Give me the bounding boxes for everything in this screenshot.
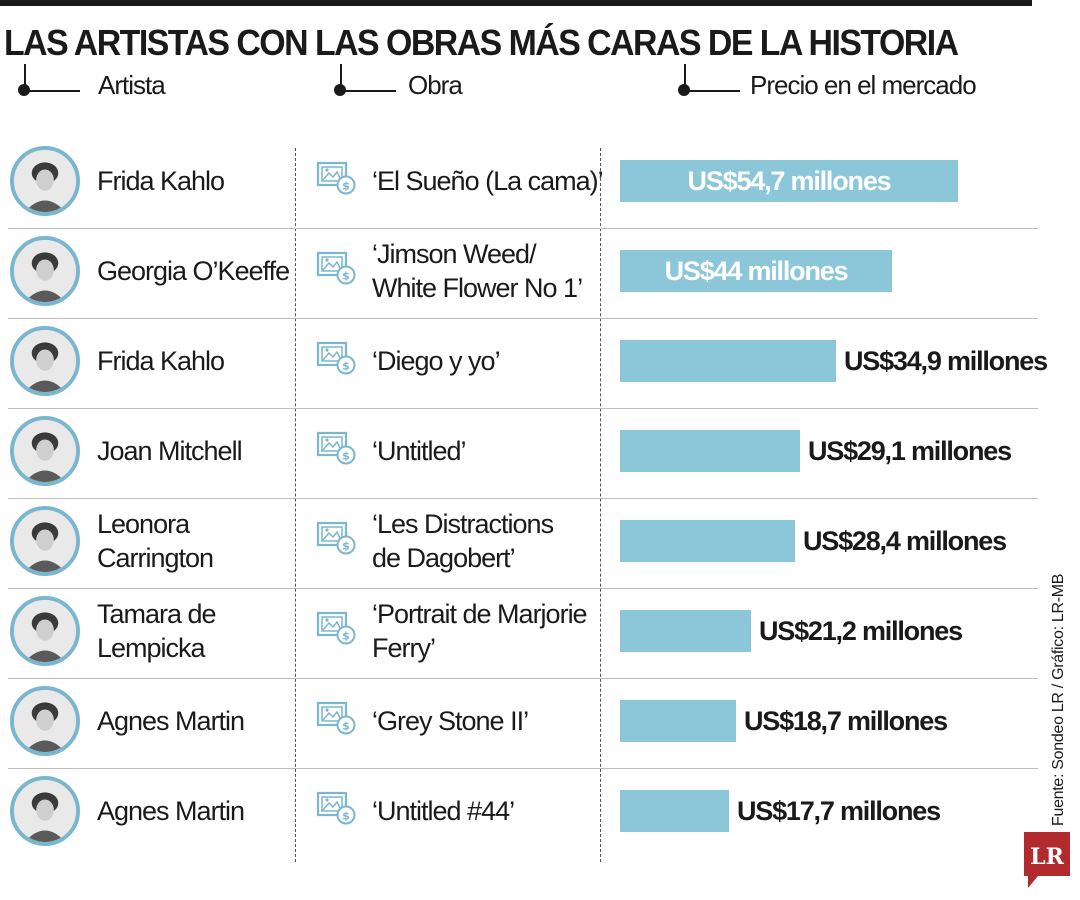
row-separator [8, 768, 1038, 769]
price-column-header: Precio en el mercado [750, 70, 977, 100]
artist-name: Joan Mitchell [97, 436, 243, 466]
artist-portrait-avatar [10, 416, 80, 486]
artist-column-header: Artista [98, 70, 166, 100]
row-separator [8, 228, 1038, 229]
framed-painting-price-icon: $ [316, 249, 356, 285]
artist-portrait-avatar [10, 596, 80, 666]
price-label: US$34,9 millones [844, 346, 1048, 376]
svg-text:$: $ [342, 360, 350, 373]
artwork-title: ‘Les Distractions de Dagobert’ [372, 509, 554, 573]
price-bar [620, 610, 751, 652]
artwork-title: ‘Untitled #44’ [372, 796, 515, 826]
price-bar [620, 430, 800, 472]
artist-name: Agnes Martin [97, 706, 245, 736]
artist-name: Agnes Martin [97, 796, 245, 826]
price-bar [620, 340, 836, 382]
svg-text:LR: LR [1030, 844, 1064, 870]
artwork-title: ‘Portrait de Marjorie Ferry’ [372, 599, 588, 663]
artist-portrait-avatar [10, 236, 80, 306]
work-column-header: Obra [408, 70, 463, 100]
artist-name: Leonora Carrington [97, 509, 214, 573]
framed-painting-price-icon: $ [316, 699, 356, 735]
artist-name: Georgia O’Keeffe [97, 256, 290, 286]
artist-portrait-avatar [10, 326, 80, 396]
top-rule [0, 0, 1032, 6]
source-note: Fuente: Sondeo LR / Gráfico: LR-MB [1050, 573, 1067, 826]
price-label: US$54,7 millones [687, 166, 892, 196]
artist-name: Frida Kahlo [97, 166, 225, 196]
svg-text:$: $ [342, 450, 350, 463]
svg-text:$: $ [342, 540, 350, 553]
svg-text:$: $ [342, 270, 350, 283]
artwork-title: ‘Untitled’ [372, 436, 467, 466]
column-divider-2 [600, 148, 601, 862]
row-separator [8, 408, 1038, 409]
price-label: US$18,7 millones [744, 706, 948, 736]
svg-text:$: $ [342, 720, 350, 733]
artist-name: Tamara de Lempicka [97, 599, 217, 663]
framed-painting-price-icon: $ [316, 609, 356, 645]
artist-portrait-avatar [10, 146, 80, 216]
artwork-title: ‘El Sueño (La cama)’ [372, 166, 604, 196]
column-divider-1 [295, 148, 296, 862]
price-label: US$28,4 millones [803, 526, 1007, 556]
artist-name: Frida Kahlo [97, 346, 225, 376]
price-label: US$21,2 millones [759, 616, 963, 646]
artwork-title: ‘Grey Stone II’ [372, 706, 529, 736]
framed-painting-price-icon: $ [316, 159, 356, 195]
row-separator [8, 678, 1038, 679]
framed-painting-price-icon: $ [316, 519, 356, 555]
framed-painting-price-icon: $ [316, 429, 356, 465]
artwork-title: ‘Diego y yo’ [372, 346, 501, 376]
row-separator [8, 498, 1038, 499]
price-bar [620, 250, 892, 292]
row-separator [8, 318, 1038, 319]
chart-title: LAS ARTISTAS CON LAS OBRAS MÁS CARAS DE … [4, 22, 959, 63]
artist-portrait-avatar [10, 686, 80, 756]
price-bar [620, 520, 795, 562]
row-separator [8, 588, 1038, 589]
lr-logo: LR [1024, 832, 1070, 888]
price-label: US$17,7 millones [737, 796, 941, 826]
price-bar [620, 700, 736, 742]
framed-painting-price-icon: $ [316, 339, 356, 375]
svg-text:$: $ [342, 810, 350, 823]
artwork-title: ‘Jimson Weed/ White Flower No 1’ [372, 239, 583, 303]
svg-text:$: $ [342, 630, 350, 643]
price-bar [620, 790, 729, 832]
artist-portrait-avatar [10, 506, 80, 576]
svg-text:$: $ [342, 180, 350, 193]
artist-portrait-avatar [10, 776, 80, 846]
price-label: US$44 millones [664, 256, 849, 286]
price-label: US$29,1 millones [808, 436, 1012, 466]
price-bar [620, 160, 958, 202]
framed-painting-price-icon: $ [316, 789, 356, 825]
